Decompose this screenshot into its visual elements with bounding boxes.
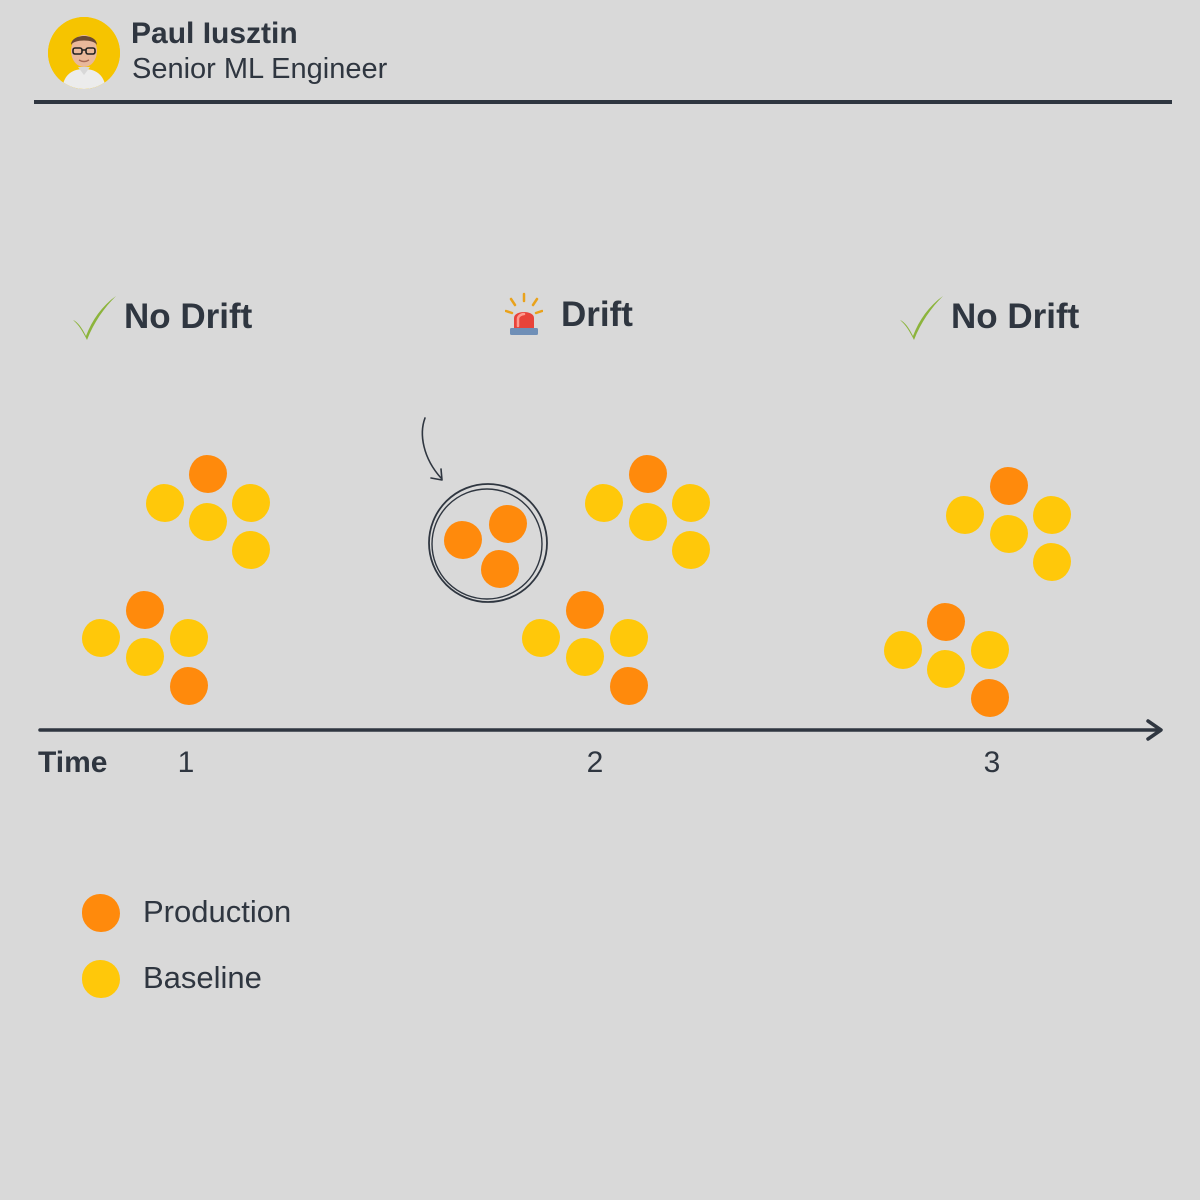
header-divider bbox=[34, 100, 1172, 104]
time-tick-3: 3 bbox=[983, 746, 1001, 779]
period-1-status-label: No Drift bbox=[124, 297, 253, 336]
check-mark-icon bbox=[73, 296, 116, 340]
period-3-status-label: No Drift bbox=[951, 297, 1080, 336]
baseline-point bbox=[189, 503, 227, 541]
production-point bbox=[610, 667, 648, 705]
baseline-point bbox=[884, 631, 922, 669]
author-role: Senior ML Engineer bbox=[132, 53, 388, 85]
baseline-point bbox=[232, 484, 270, 522]
drifted-production-point bbox=[489, 505, 527, 543]
period-2-status-label: Drift bbox=[561, 295, 633, 334]
baseline-point bbox=[672, 484, 710, 522]
baseline-point bbox=[971, 631, 1009, 669]
curved-arrow-icon bbox=[421, 417, 443, 481]
baseline-point bbox=[170, 619, 208, 657]
production-swatch bbox=[82, 894, 120, 932]
production-point bbox=[971, 679, 1009, 717]
drift-highlight-circle bbox=[428, 483, 548, 603]
baseline-point bbox=[990, 515, 1028, 553]
baseline-point bbox=[232, 531, 270, 569]
baseline-point bbox=[927, 650, 965, 688]
period-2-status: Drift bbox=[505, 292, 633, 338]
baseline-point bbox=[82, 619, 120, 657]
baseline-point bbox=[946, 496, 984, 534]
period-3-status: No Drift bbox=[897, 292, 1079, 342]
baseline-point bbox=[522, 619, 560, 657]
baseline-point bbox=[610, 619, 648, 657]
time-tick-2: 2 bbox=[586, 746, 604, 779]
baseline-swatch bbox=[82, 960, 120, 998]
author-avatar bbox=[48, 17, 120, 89]
alarm-siren-icon bbox=[505, 292, 543, 335]
check-mark-icon bbox=[900, 296, 943, 340]
baseline-point bbox=[629, 503, 667, 541]
baseline-point bbox=[672, 531, 710, 569]
baseline-point bbox=[1033, 543, 1071, 581]
baseline-point bbox=[146, 484, 184, 522]
author-name: Paul Iusztin bbox=[131, 17, 298, 50]
time-tick-1: 1 bbox=[177, 746, 195, 779]
time-axis-label: Time bbox=[38, 746, 108, 779]
period-1-status: No Drift bbox=[70, 292, 252, 342]
production-point bbox=[990, 467, 1028, 505]
production-point bbox=[629, 455, 667, 493]
production-point bbox=[189, 455, 227, 493]
baseline-point bbox=[126, 638, 164, 676]
legend-label-production: Production bbox=[143, 894, 292, 929]
baseline-point bbox=[1033, 496, 1071, 534]
time-axis bbox=[38, 719, 1163, 741]
production-point bbox=[170, 667, 208, 705]
legend-label-baseline: Baseline bbox=[143, 960, 262, 995]
production-point bbox=[126, 591, 164, 629]
production-point bbox=[566, 591, 604, 629]
production-point bbox=[927, 603, 965, 641]
author-header: Paul Iusztin Senior ML Engineer bbox=[0, 0, 1200, 110]
drifted-production-point bbox=[481, 550, 519, 588]
baseline-point bbox=[566, 638, 604, 676]
baseline-point bbox=[585, 484, 623, 522]
drifted-production-point bbox=[444, 521, 482, 559]
